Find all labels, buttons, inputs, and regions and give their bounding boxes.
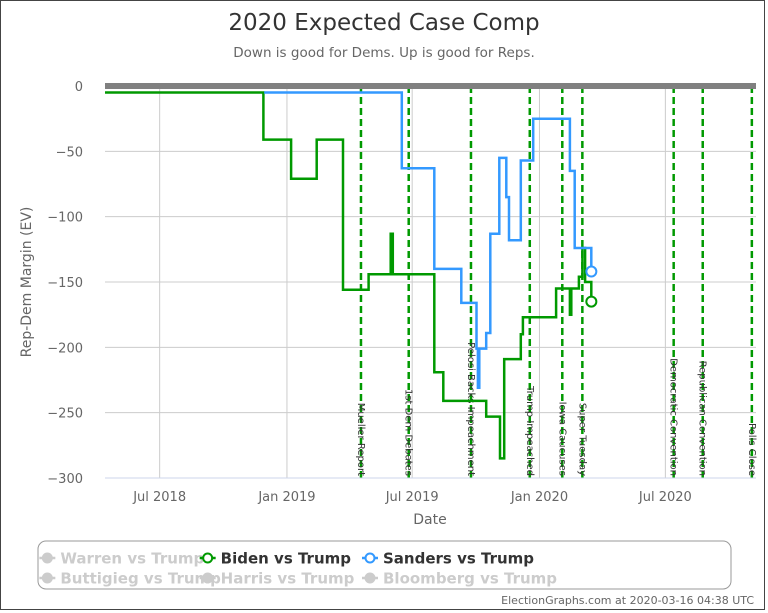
series-line-sanders	[264, 91, 593, 390]
legend-label: Bloomberg vs Trump	[383, 570, 557, 588]
event-label: Republican Convention	[697, 361, 708, 476]
chart-subtitle: Down is good for Dems. Up is good for Re…	[233, 45, 534, 61]
legend-label: Harris vs Trump	[221, 570, 355, 588]
x-tick-label: Jul 2020	[638, 490, 692, 505]
x-tick-label: Jan 2019	[257, 490, 315, 505]
y-tick-label: −100	[47, 211, 83, 226]
x-tick-label: Jan 2020	[510, 490, 568, 505]
series-line-biden	[105, 91, 593, 460]
y-tick-label: 0	[75, 80, 83, 95]
x-tick-label: Jul 2019	[385, 490, 439, 505]
y-tick-label: −150	[47, 276, 83, 291]
x-axis-label: Date	[413, 512, 446, 528]
y-tick-label: −50	[56, 145, 83, 160]
zero-line	[105, 83, 756, 89]
legend-item-buttigieg[interactable]: Buttigieg vs Trump	[39, 570, 221, 588]
y-tick-label: −200	[47, 341, 83, 356]
y-tick-label: −250	[47, 407, 83, 422]
event-label: Pelosi Backs Impeachment	[465, 342, 476, 476]
x-tick-label: Jul 2018	[132, 490, 186, 505]
legend-item-biden[interactable]: Biden vs Trump	[199, 550, 352, 568]
legend-label: Sanders vs Trump	[383, 550, 534, 568]
legend-marker-icon	[41, 552, 53, 564]
legend-label: Biden vs Trump	[221, 550, 352, 568]
legend-label: Warren vs Trump	[60, 550, 204, 568]
legend-item-harris[interactable]: Harris vs Trump	[199, 570, 355, 588]
legend-item-warren[interactable]: Warren vs Trump	[39, 550, 205, 568]
legend-marker-icon	[202, 552, 214, 564]
event-label: Democratic Convention	[668, 358, 679, 476]
event-label: Iowa Caucuses	[556, 402, 567, 476]
credit: ElectionGraphs.com at 2020-03-16 04:38 U…	[501, 594, 754, 607]
series-end-marker	[585, 265, 598, 278]
event-label: Polls Close	[746, 423, 757, 476]
legend-marker-icon	[41, 572, 53, 584]
y-axis-label: Rep-Dem Margin (EV)	[19, 207, 35, 358]
legend-marker-icon	[364, 572, 376, 584]
chart-title: 2020 Expected Case Comp	[228, 10, 539, 36]
event-label: Trump Impeached	[524, 385, 535, 476]
event-label: Super Tuesday	[576, 403, 587, 476]
y-tick-label: −300	[47, 472, 83, 487]
legend-item-bloomberg[interactable]: Bloomberg vs Trump	[362, 570, 557, 588]
legend-marker-icon	[202, 572, 214, 584]
legend-label: Buttigieg vs Trump	[60, 570, 221, 588]
event-label: Mueller Report	[355, 403, 366, 476]
event-label: 1st Dem Debates	[403, 389, 414, 476]
legend-marker-icon	[364, 552, 376, 564]
legend-item-sanders[interactable]: Sanders vs Trump	[362, 550, 534, 568]
series-end-marker	[585, 295, 598, 308]
